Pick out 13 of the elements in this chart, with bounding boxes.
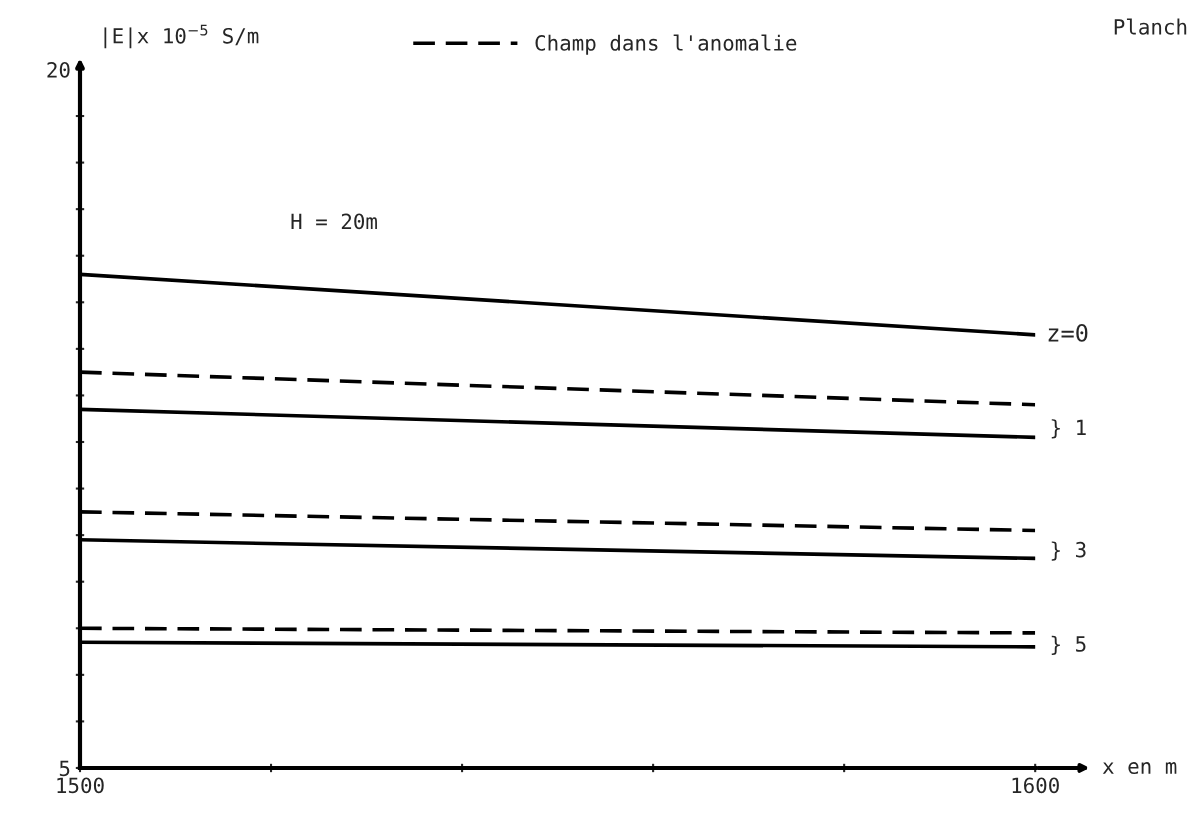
text: } 3 xyxy=(1051,541,1086,561)
x-tick-label: 1500 xyxy=(57,777,104,794)
y-tick-label: 20 xyxy=(47,61,70,78)
annotation: z=0 xyxy=(1048,323,1088,342)
y-tick-label: 5 xyxy=(59,760,70,777)
text: Planch xyxy=(1114,18,1187,35)
text: Champ dans l'anomalie xyxy=(535,34,797,55)
y-axis-title: |E|x 10$^{−5}$ S/m xyxy=(104,24,259,49)
x-axis-title: x en m xyxy=(1102,762,1177,775)
annotation: H = 20m xyxy=(291,213,377,230)
x-tick-label: 1600 xyxy=(1012,777,1059,794)
text: } 5 xyxy=(1051,635,1086,655)
text: } 1 xyxy=(1051,419,1086,439)
